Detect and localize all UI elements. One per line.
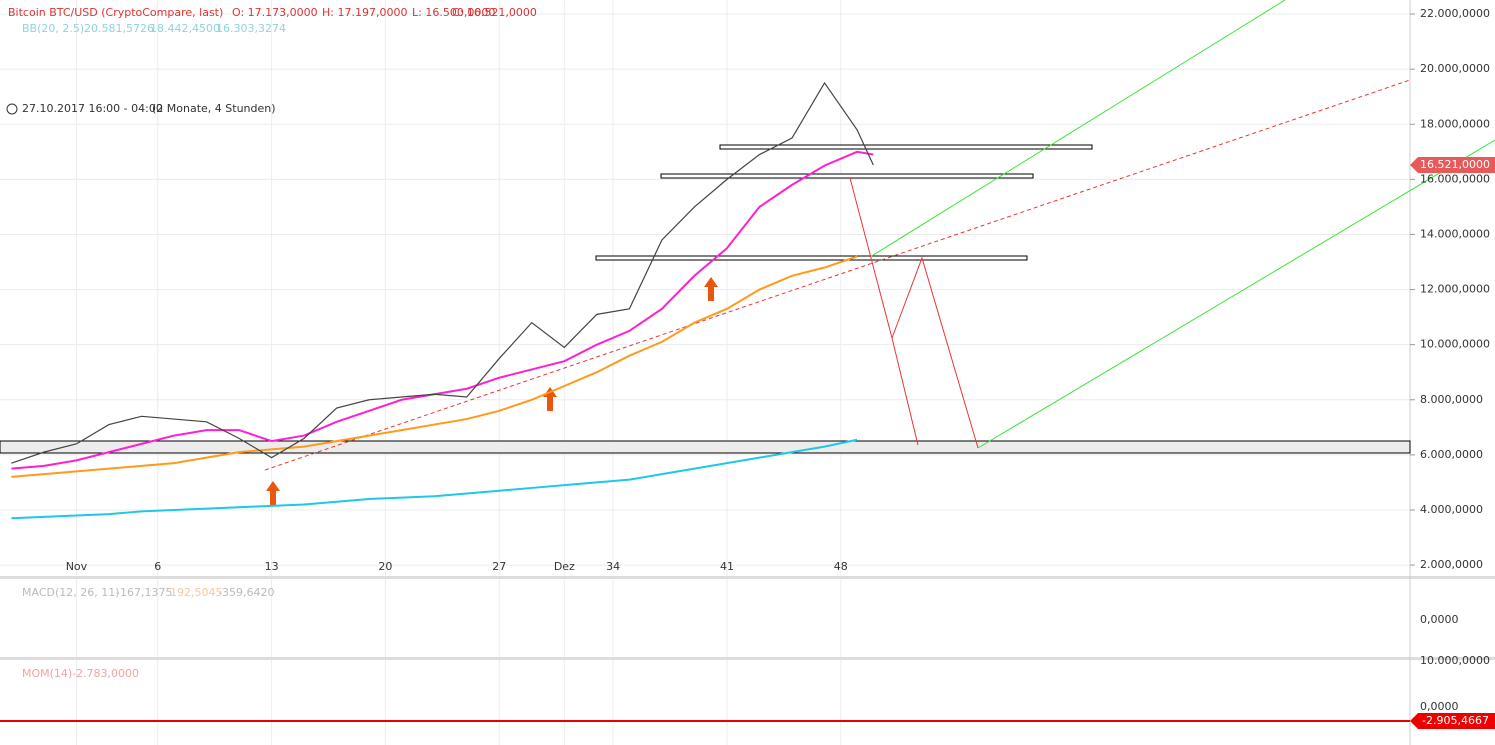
last-price-badge	[1410, 157, 1495, 174]
bb-value: 16.303,3274	[216, 22, 286, 35]
ohlc-open: O: 17.173,0000	[232, 6, 318, 19]
arrow	[704, 277, 718, 301]
pane-divider	[0, 576, 1495, 579]
x-tick-label: 48	[834, 560, 848, 573]
range: 27.10.2017 16:00 - 04:00	[22, 102, 163, 115]
plot: 2.000,0000 4.000,0000 6.000,0000 8.000,0000…	[11, 7, 1495, 573]
resistance-box	[719, 144, 1093, 150]
y-tick-label: 4.000,0000	[1420, 503, 1483, 516]
trend-line	[264, 79, 1411, 471]
clock-icon	[6, 103, 18, 115]
y-tick-label: 8.000,0000	[1420, 393, 1483, 406]
macd-value: -167,1375	[116, 586, 172, 599]
support-zone	[0, 440, 1411, 454]
y-tick-label: 10.000,0000	[1420, 654, 1490, 667]
trend-line	[977, 139, 1495, 449]
resistance-box	[660, 173, 1034, 179]
y-tick-label: 12.000,0000	[1420, 283, 1490, 296]
y-tick-label: 18.000,0000	[1420, 117, 1490, 130]
series-line	[11, 255, 858, 478]
x-tick-label: Nov	[66, 560, 88, 573]
y-tick-label: 10.000,0000	[1420, 338, 1490, 351]
last-price-label: 16.521,0000	[1420, 158, 1490, 171]
pane-divider	[0, 657, 1495, 660]
x-tick-label: 20	[378, 560, 392, 573]
y-tick-label: 16.000,0000	[1420, 172, 1490, 185]
grid	[0, 0, 1410, 745]
mom-last: -2.905,4667	[1422, 714, 1489, 727]
bb-value: 20.581,5726	[84, 22, 154, 35]
bb-value: 18.442,4500	[150, 22, 220, 35]
y-tick-label: 20.000,0000	[1420, 62, 1490, 75]
x-tick-label: 34	[606, 560, 620, 573]
mom-badge	[1410, 713, 1495, 729]
series-line	[11, 81, 874, 464]
series-line	[11, 150, 874, 470]
x-tick-label: 41	[720, 560, 734, 573]
ohlc-low: L: 16.500,0000	[412, 6, 495, 19]
x-tick-label: 13	[265, 560, 279, 573]
macd-value: -359,6420	[218, 586, 274, 599]
trend-line	[869, 0, 1286, 258]
mom-value: -2.783,0000	[72, 667, 139, 680]
y-tick-label: 0,0000	[1420, 613, 1459, 626]
y-tick-label: 0,0000	[1420, 700, 1459, 713]
projection	[891, 256, 979, 449]
y-tick-label: 14.000,0000	[1420, 227, 1490, 240]
macd-value: 192,5045	[170, 586, 223, 599]
x-tick-label: 6	[154, 560, 161, 573]
ohlc-close: C: 16.521,0000	[452, 6, 537, 19]
period: (2 Monate, 4 Stunden)	[152, 102, 276, 115]
ohlc-high: H: 17.197,0000	[322, 6, 407, 19]
arrow	[266, 481, 280, 505]
support-box	[595, 255, 1028, 261]
x-tick-label: Dez	[554, 560, 575, 573]
y-tick-label: 2.000,0000	[1420, 558, 1483, 571]
header-title: Bitcoin BTC/USD (CryptoCompare, last)	[8, 6, 223, 19]
y-tick-label: 6.000,0000	[1420, 448, 1483, 461]
mom-label: MOM(14)	[22, 667, 72, 680]
bb-label: BB(20, 2.5)	[22, 22, 84, 35]
x-tick-label: 27	[492, 560, 506, 573]
y-tick-label: 22.000,0000	[1420, 7, 1490, 20]
series-line	[11, 438, 858, 520]
macd-label: MACD(12, 26, 11)	[22, 586, 120, 599]
